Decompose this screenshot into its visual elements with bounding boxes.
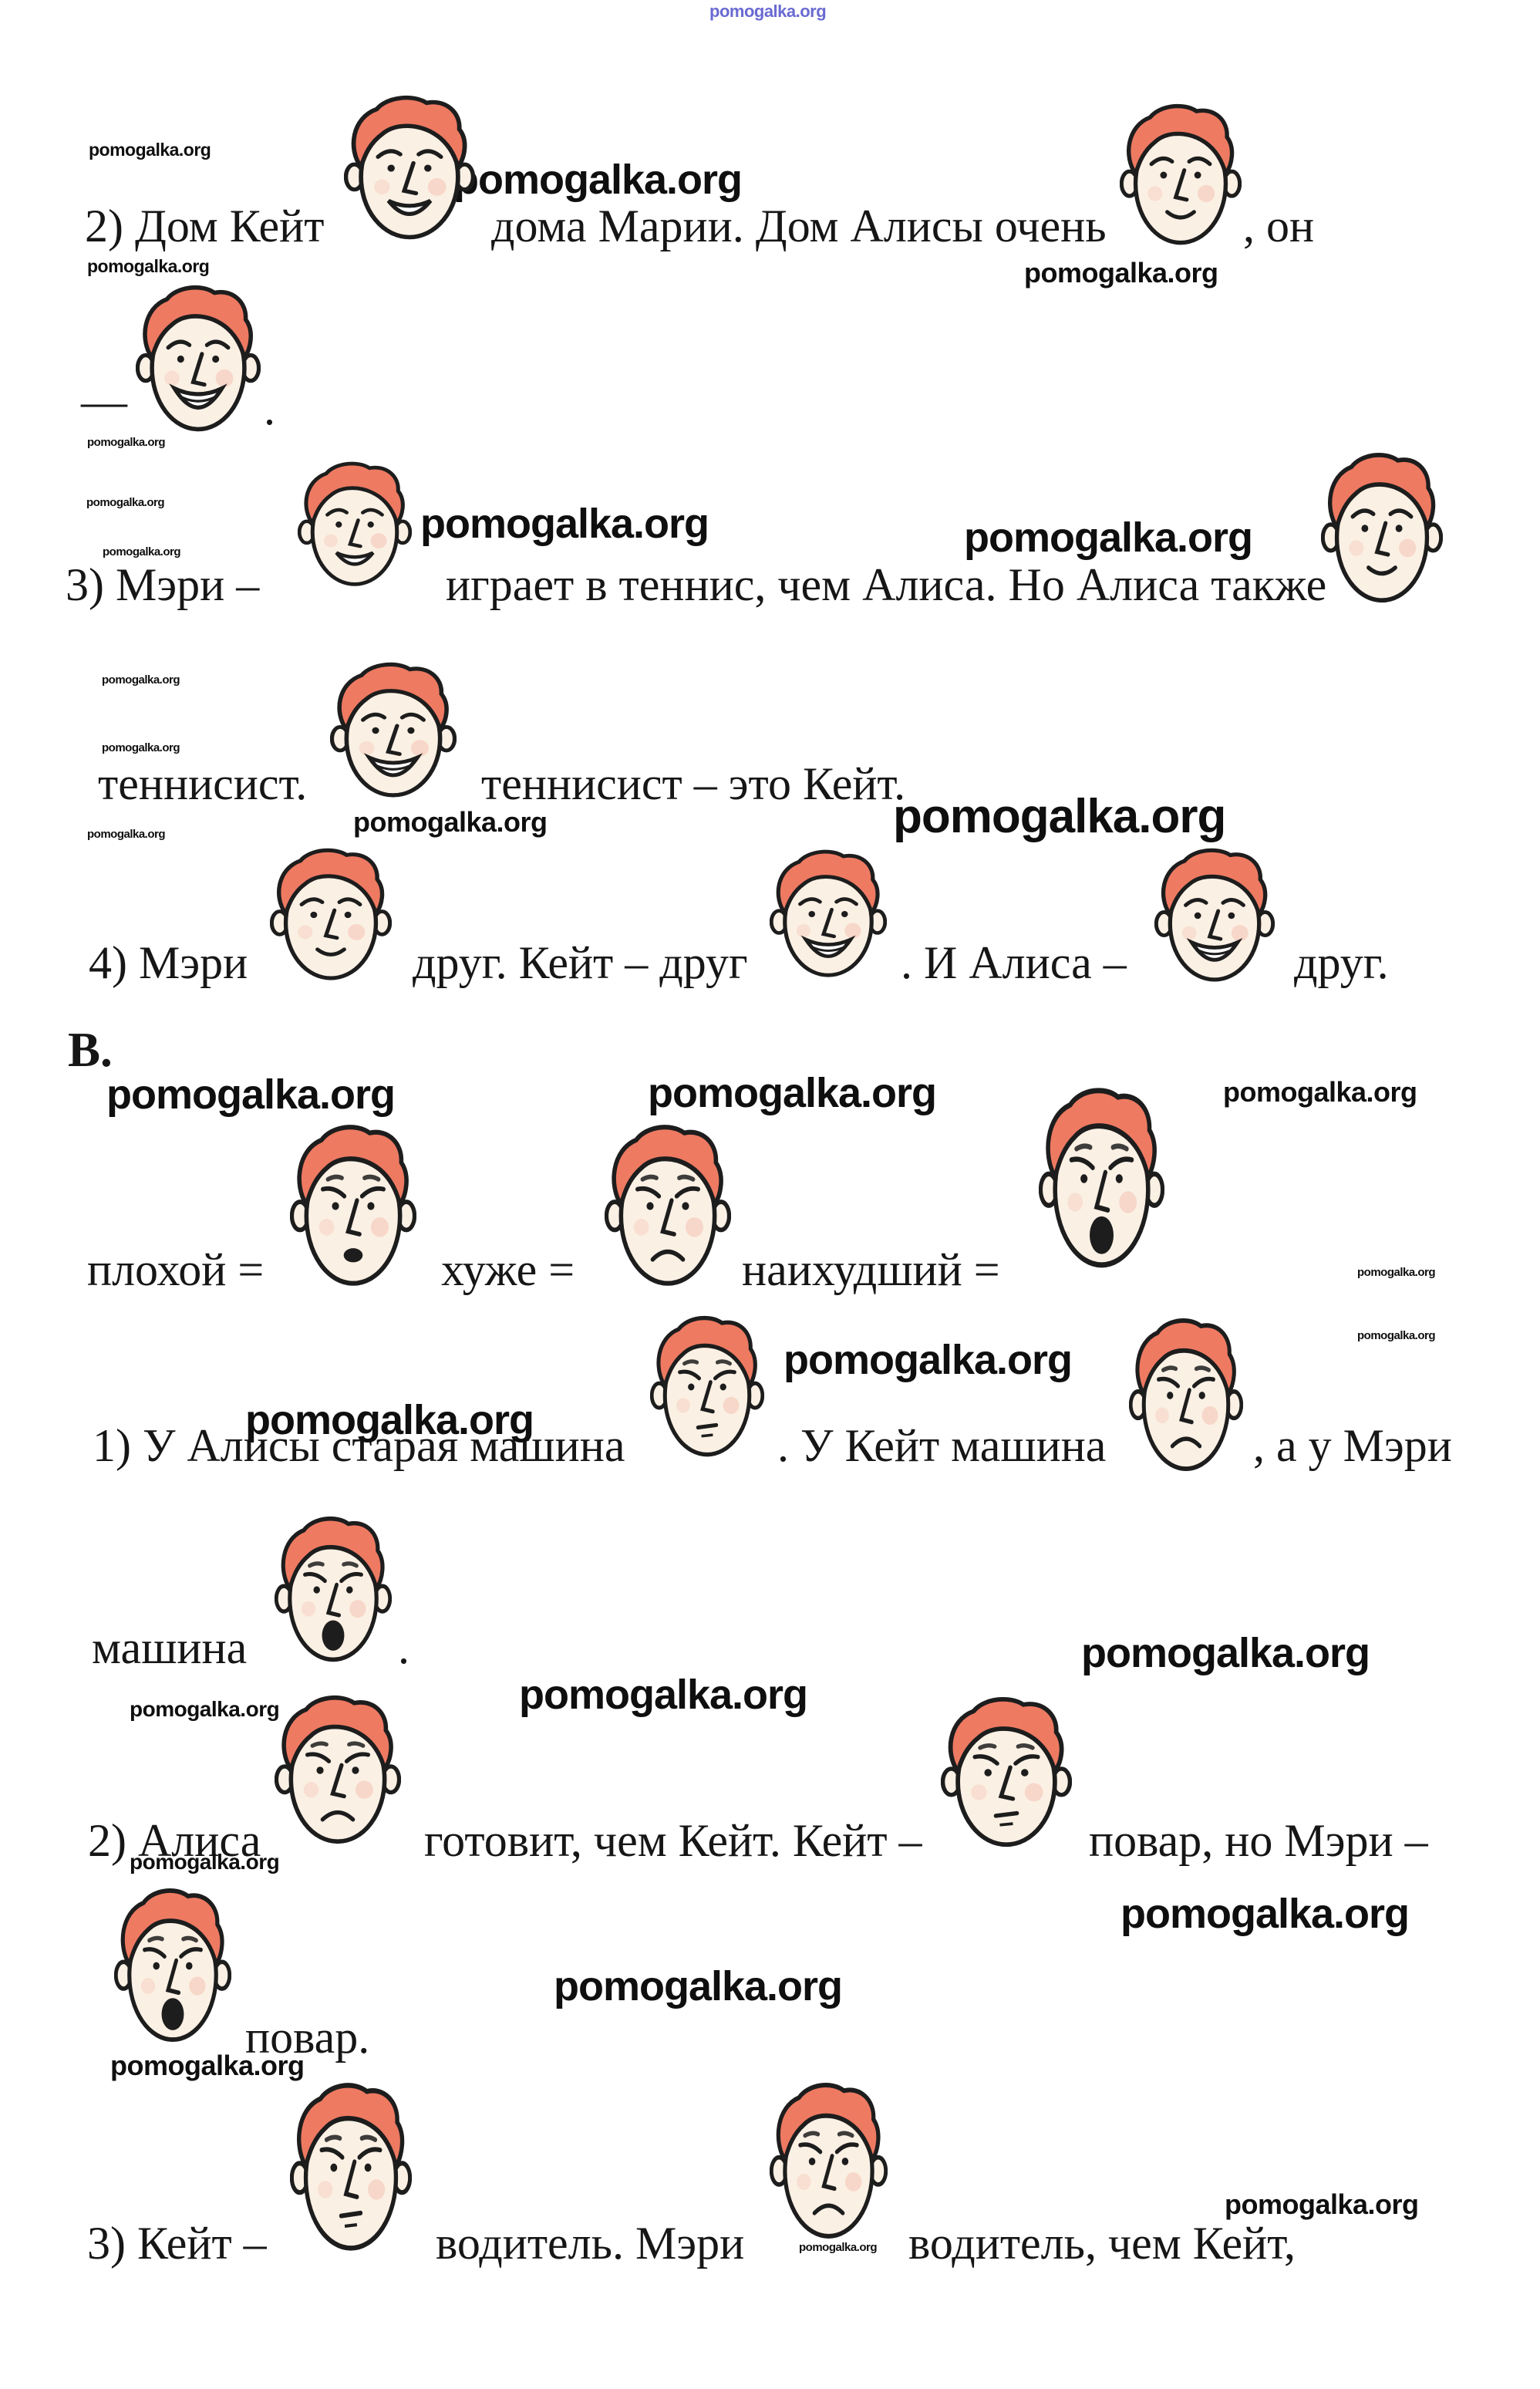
- laugh-face-icon: [1154, 847, 1275, 984]
- line4-start: 4) Мэри: [89, 937, 248, 988]
- watermark-text: pomogalka.org: [89, 140, 211, 160]
- smile-face-icon: [270, 847, 392, 983]
- line3b-end: теннисист – это Кейт.: [481, 758, 906, 809]
- watermark-text: pomogalka.org: [1223, 1076, 1417, 1108]
- watermark-text: pomogalka.org: [106, 1071, 396, 1118]
- watermark-text: pomogalka.org: [110, 2050, 305, 2081]
- frown-face-icon: [275, 1694, 401, 1847]
- line2-middle: дома Марии. Дом Алисы очень: [491, 201, 1107, 251]
- happy_open-face-icon: [344, 94, 475, 242]
- worried-face-icon: [290, 2081, 412, 2254]
- watermark-text: pomogalka.org: [519, 1672, 808, 1718]
- frown-face-icon: [605, 1123, 731, 1289]
- watermark-text: pomogalka.org: [1081, 1630, 1370, 1676]
- b-line3-mid: водитель. Мэри: [436, 2218, 745, 2269]
- b-line2b: повар.: [245, 2012, 370, 2063]
- watermark-text: pomogalka.org: [1024, 257, 1218, 289]
- b-line1-mid: . У Кейт машина: [777, 1420, 1107, 1471]
- vocab-worse: хуже =: [441, 1244, 575, 1295]
- laugh-face-icon: [330, 661, 457, 800]
- happy_open-face-icon: [298, 461, 412, 589]
- line4-mid1: друг. Кейт – друг: [413, 937, 748, 988]
- watermark-text: pomogalka.org: [102, 673, 180, 687]
- frown-face-icon: [770, 2081, 888, 2242]
- b-line3-start: 3) Кейт –: [87, 2218, 267, 2269]
- line3b-start: теннисист.: [98, 758, 308, 809]
- line3-end: играет в теннис, чем Алиса. Но Алиса так…: [446, 559, 1327, 610]
- line4-end: друг.: [1294, 937, 1389, 988]
- watermark-text: pomogalka.org: [353, 806, 548, 838]
- b-line2-end: повар, но Мэри –: [1089, 1815, 1428, 1866]
- wail-face-icon: [275, 1515, 392, 1665]
- watermark-text: pomogalka.org: [103, 545, 181, 558]
- b-line1b-start: машина: [92, 1622, 248, 1673]
- watermark-text: pomogalka.org: [87, 436, 166, 449]
- watermark-text: pomogalka.org: [964, 515, 1253, 561]
- watermark-text: pomogalka.org: [420, 501, 709, 547]
- watermark-text: pomogalka.org: [453, 157, 743, 203]
- laugh-face-icon: [136, 284, 261, 434]
- watermark-text: pomogalka.org: [87, 828, 166, 841]
- b-line1b-period: .: [398, 1622, 409, 1673]
- line3-start: 3) Мэри –: [66, 559, 260, 610]
- b-line1-end: , а у Мэри: [1253, 1420, 1452, 1471]
- b-line1-start: 1) У Алисы старая машина: [93, 1420, 625, 1471]
- line2-end: , он: [1243, 201, 1315, 251]
- watermark-text: pomogalka.org: [102, 741, 180, 754]
- smile-face-icon: [1321, 451, 1443, 606]
- watermark-text: pomogalka.org: [783, 1337, 1073, 1383]
- b-line2-mid: готовит, чем Кейт. Кейт –: [424, 1815, 922, 1866]
- watermark-text: pomogalka.org: [1225, 2188, 1419, 2220]
- b-line2-start: 2) Алиса: [88, 1815, 261, 1866]
- worried-face-icon: [941, 1696, 1072, 1850]
- worried-face-icon: [650, 1314, 764, 1459]
- watermark-text: pomogalka.org: [87, 256, 210, 276]
- sad_open-face-icon: [290, 1123, 416, 1289]
- line2b-dash: —: [81, 376, 127, 427]
- b-line3-end: водитель, чем Кейт,: [908, 2218, 1296, 2269]
- watermark-text: pomogalka.org: [648, 1070, 937, 1116]
- watermark-text: pomogalka.org: [130, 1850, 280, 1874]
- laugh-face-icon: [770, 849, 887, 980]
- watermark-text: pomogalka.org: [554, 1963, 843, 2009]
- watermark-text: pomogalka.org: [1357, 1329, 1436, 1342]
- watermark-text: pomogalka.org: [245, 1397, 534, 1443]
- line2b-period: .: [264, 383, 275, 434]
- watermark-text: pomogalka.org: [1120, 1891, 1410, 1937]
- vocab-bad: плохой =: [87, 1244, 265, 1295]
- watermark-text: pomogalka.org: [799, 2241, 878, 2254]
- frown-face-icon: [1129, 1317, 1243, 1474]
- line4-mid2: . И Алиса –: [901, 937, 1127, 988]
- wail-face-icon: [1039, 1086, 1164, 1271]
- wail-face-icon: [114, 1887, 231, 2045]
- vocab-worst: наихудший =: [742, 1244, 1000, 1295]
- smile-face-icon: [1120, 103, 1242, 248]
- section-b-heading: В.: [68, 1023, 113, 1077]
- watermark-text: pomogalka.org: [1357, 1266, 1436, 1279]
- watermark-text: pomogalka.org: [709, 2, 827, 21]
- line2-start: 2) Дом Кейт: [85, 201, 325, 251]
- watermark-text: pomogalka.org: [893, 790, 1226, 843]
- watermark-text: pomogalka.org: [86, 496, 165, 509]
- watermark-text: pomogalka.org: [130, 1697, 280, 1721]
